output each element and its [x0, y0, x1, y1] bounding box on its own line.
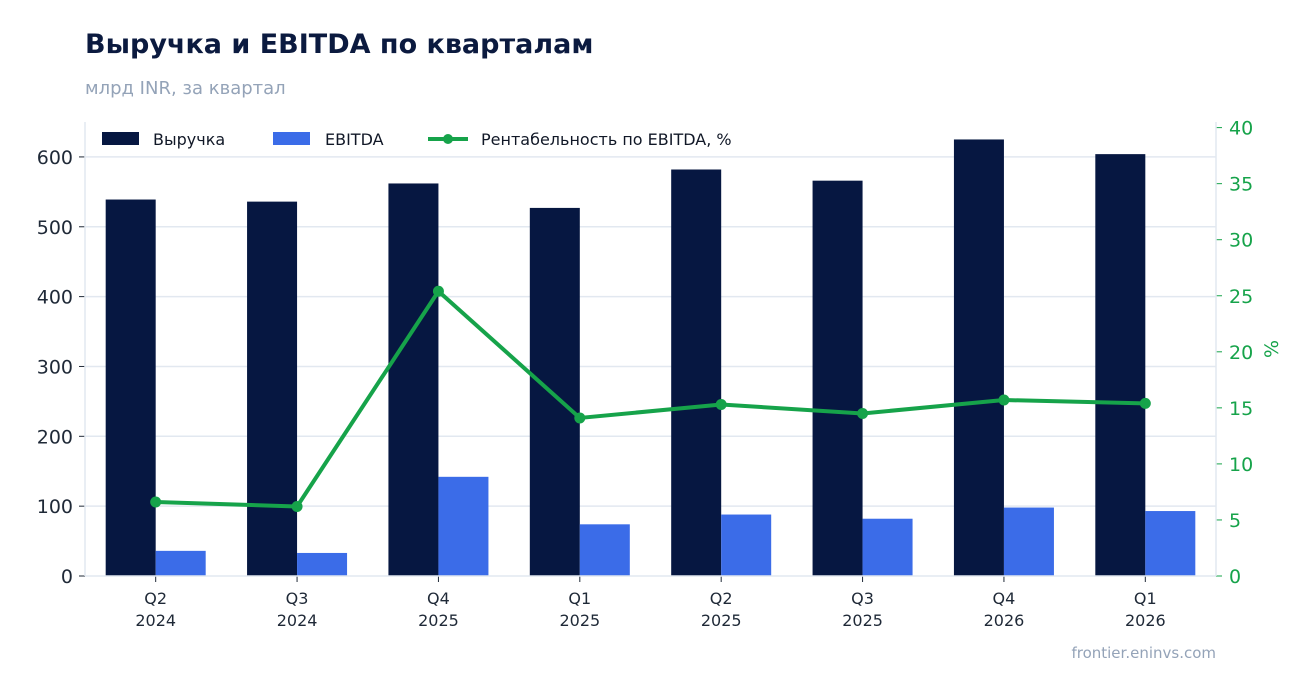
bar-revenue	[388, 183, 439, 577]
x-tick-label-year: 2026	[984, 611, 1025, 630]
y-tick-label: 0	[61, 566, 73, 588]
x-tick-label-year: 2024	[277, 611, 318, 630]
y-tick-label: 100	[37, 496, 73, 518]
x-tick-label-quarter: Q2	[144, 589, 167, 608]
legend-swatch-revenue	[102, 132, 139, 145]
legend: Выручка EBITDA Рентабельность по EBITDA, %	[102, 130, 732, 149]
y2-tick-label: 10	[1229, 454, 1253, 476]
bar-revenue	[105, 199, 156, 576]
plot-area: 01002003004005006000510152025303540%Q220…	[37, 118, 1283, 630]
bar-ebitda	[862, 518, 913, 576]
bar-ebitda	[579, 524, 630, 576]
x-tick-label-year: 2025	[559, 611, 600, 630]
bar-revenue	[529, 207, 580, 576]
x-tick-label-quarter: Q2	[710, 589, 733, 608]
x-tick-label-year: 2025	[418, 611, 459, 630]
bar-revenue	[953, 139, 1004, 576]
bar-revenue	[247, 201, 298, 576]
chart-subtitle: млрд INR, за квартал	[85, 78, 286, 99]
chart-title: Выручка и EBITDA по кварталам	[85, 29, 593, 60]
margin-point	[1139, 397, 1151, 409]
margin-line	[155, 289, 1146, 509]
margin-point	[998, 394, 1010, 406]
margin-point	[574, 412, 586, 424]
bar-revenue	[671, 169, 722, 576]
legend-label-revenue: Выручка	[153, 130, 225, 149]
x-tick-label-quarter: Q3	[851, 589, 874, 608]
y2-tick-label: 15	[1229, 398, 1253, 420]
y2-tick-label: 5	[1229, 510, 1241, 532]
bar-ebitda	[721, 514, 772, 576]
x-tick-label-quarter: Q1	[1134, 589, 1157, 608]
x-tick-label-quarter: Q4	[993, 589, 1016, 608]
x-tick-label-year: 2025	[842, 611, 883, 630]
legend-label-margin: Рентабельность по EBITDA, %	[481, 130, 732, 149]
bar-revenue	[1095, 154, 1146, 577]
legend-marker-margin	[443, 134, 453, 144]
margin-point	[715, 398, 727, 410]
margin-point	[150, 496, 162, 508]
y2-tick-label: 0	[1229, 566, 1241, 588]
y-tick-label: 200	[37, 426, 73, 448]
y2-tick-label: 30	[1229, 230, 1253, 252]
y-tick-label: 500	[37, 217, 73, 239]
x-tick-label-year: 2026	[1125, 611, 1166, 630]
x-tick-label-quarter: Q1	[568, 589, 591, 608]
x-tick-label-quarter: Q4	[427, 589, 450, 608]
bar-ebitda	[155, 550, 206, 576]
bar-ebitda	[1145, 511, 1196, 576]
x-tick-label-year: 2024	[135, 611, 176, 630]
bar-ebitda	[297, 552, 348, 576]
y2-axis-label: %	[1261, 340, 1283, 358]
legend-label-ebitda: EBITDA	[325, 130, 384, 149]
y-tick-label: 400	[37, 287, 73, 309]
margin-point	[432, 285, 444, 297]
bar-ebitda	[438, 476, 489, 576]
margin-point	[857, 407, 869, 419]
y-tick-label: 600	[37, 147, 73, 169]
y2-tick-label: 40	[1229, 118, 1253, 140]
y2-tick-label: 25	[1229, 286, 1253, 308]
y2-tick-label: 20	[1229, 342, 1253, 364]
margin-point	[291, 500, 303, 512]
y2-tick-label: 35	[1229, 174, 1253, 196]
x-tick-label-year: 2025	[701, 611, 742, 630]
y-tick-label: 300	[37, 356, 73, 378]
bar-ebitda	[1003, 507, 1054, 576]
bar-revenue	[812, 180, 863, 576]
legend-swatch-ebitda	[273, 132, 310, 145]
x-tick-label-quarter: Q3	[286, 589, 309, 608]
source-label: frontier.eninvs.com	[1071, 644, 1216, 662]
